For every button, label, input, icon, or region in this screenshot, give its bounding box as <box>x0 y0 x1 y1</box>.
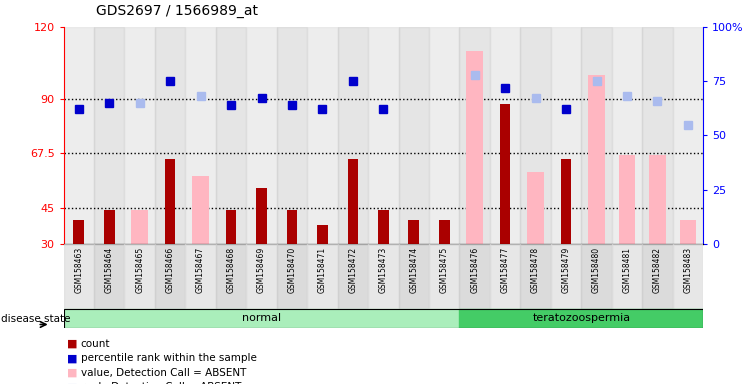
Text: value, Detection Call = ABSENT: value, Detection Call = ABSENT <box>81 368 246 378</box>
Bar <box>399 244 429 309</box>
Bar <box>521 244 551 309</box>
Bar <box>649 155 666 244</box>
Bar <box>551 27 581 244</box>
Bar <box>307 27 337 244</box>
Bar <box>408 220 419 244</box>
Bar <box>155 244 186 309</box>
Bar <box>186 27 216 244</box>
Text: GSM158473: GSM158473 <box>378 247 388 293</box>
Bar <box>459 27 490 244</box>
Bar <box>216 27 246 244</box>
Bar <box>500 104 510 244</box>
Bar <box>257 189 267 244</box>
Bar <box>132 210 148 244</box>
Bar <box>612 244 643 309</box>
Bar <box>124 244 155 309</box>
Text: GSM158475: GSM158475 <box>440 247 449 293</box>
Bar <box>216 244 246 309</box>
Bar <box>94 27 124 244</box>
Bar <box>368 27 399 244</box>
Bar <box>439 220 450 244</box>
Bar <box>399 27 429 244</box>
Text: ■: ■ <box>67 353 78 363</box>
Bar <box>64 309 459 328</box>
Bar <box>521 27 551 244</box>
Bar <box>286 210 297 244</box>
Text: rank, Detection Call = ABSENT: rank, Detection Call = ABSENT <box>81 382 241 384</box>
Bar <box>527 172 544 244</box>
Bar <box>277 244 307 309</box>
Bar <box>73 220 84 244</box>
Bar <box>459 309 703 328</box>
Bar <box>317 225 328 244</box>
Text: normal: normal <box>242 313 281 323</box>
Bar <box>307 244 337 309</box>
Bar <box>490 27 521 244</box>
Text: disease state: disease state <box>1 314 71 324</box>
Bar <box>348 159 358 244</box>
Text: GSM158470: GSM158470 <box>287 247 296 293</box>
Bar <box>186 244 216 309</box>
Bar <box>551 244 581 309</box>
Text: GSM158479: GSM158479 <box>562 247 571 293</box>
Bar <box>619 155 635 244</box>
Bar <box>612 27 643 244</box>
Bar <box>643 244 672 309</box>
Text: percentile rank within the sample: percentile rank within the sample <box>81 353 257 363</box>
Bar <box>94 244 124 309</box>
Bar <box>490 244 521 309</box>
Bar <box>277 27 307 244</box>
Text: ■: ■ <box>67 339 78 349</box>
Bar <box>246 27 277 244</box>
Text: GDS2697 / 1566989_at: GDS2697 / 1566989_at <box>96 4 257 18</box>
Text: GSM158464: GSM158464 <box>105 247 114 293</box>
Bar <box>337 244 368 309</box>
Bar <box>679 220 696 244</box>
Text: ■: ■ <box>67 368 78 378</box>
Bar <box>459 244 490 309</box>
Bar <box>672 244 703 309</box>
Text: ■: ■ <box>67 382 78 384</box>
Text: GSM158482: GSM158482 <box>653 247 662 293</box>
Bar <box>581 27 612 244</box>
Bar <box>337 27 368 244</box>
Text: teratozoospermia: teratozoospermia <box>533 313 631 323</box>
Text: GSM158466: GSM158466 <box>165 247 175 293</box>
Text: GSM158469: GSM158469 <box>257 247 266 293</box>
Bar <box>165 159 176 244</box>
Text: GSM158477: GSM158477 <box>500 247 509 293</box>
Bar <box>643 27 672 244</box>
Text: GSM158474: GSM158474 <box>409 247 418 293</box>
Text: GSM158471: GSM158471 <box>318 247 327 293</box>
Bar <box>561 159 571 244</box>
Bar <box>246 244 277 309</box>
Bar <box>155 27 186 244</box>
Bar <box>368 244 399 309</box>
Bar <box>429 27 459 244</box>
Text: GSM158480: GSM158480 <box>592 247 601 293</box>
Text: GSM158468: GSM158468 <box>227 247 236 293</box>
Text: GSM158467: GSM158467 <box>196 247 205 293</box>
Text: GSM158481: GSM158481 <box>622 247 631 293</box>
Bar <box>672 27 703 244</box>
Bar <box>588 75 605 244</box>
Text: GSM158483: GSM158483 <box>684 247 693 293</box>
Text: GSM158472: GSM158472 <box>349 247 358 293</box>
Text: GSM158465: GSM158465 <box>135 247 144 293</box>
Bar <box>466 51 483 244</box>
Bar <box>378 210 389 244</box>
Text: GSM158463: GSM158463 <box>74 247 83 293</box>
Bar <box>226 210 236 244</box>
Text: GSM158478: GSM158478 <box>531 247 540 293</box>
Bar <box>104 210 114 244</box>
Bar <box>124 27 155 244</box>
Text: GSM158476: GSM158476 <box>470 247 479 293</box>
Bar <box>581 244 612 309</box>
Bar <box>192 176 209 244</box>
Bar <box>64 244 94 309</box>
Bar <box>429 244 459 309</box>
Bar <box>64 27 94 244</box>
Text: count: count <box>81 339 110 349</box>
